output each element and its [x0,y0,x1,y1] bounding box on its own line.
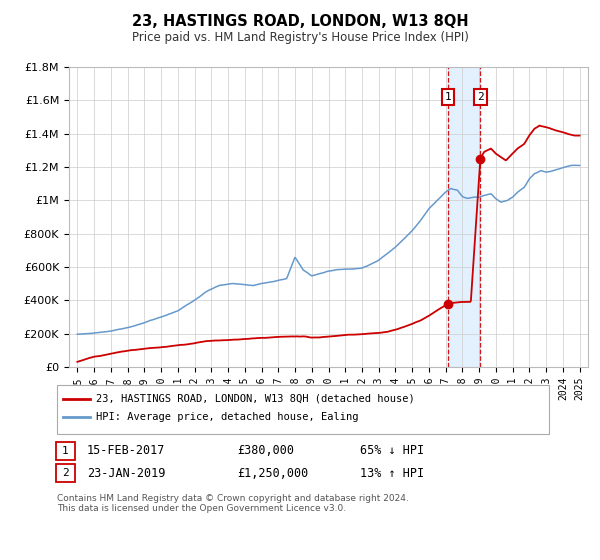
Text: 23, HASTINGS ROAD, LONDON, W13 8QH: 23, HASTINGS ROAD, LONDON, W13 8QH [131,14,469,29]
Text: 2: 2 [62,468,69,478]
Text: Price paid vs. HM Land Registry's House Price Index (HPI): Price paid vs. HM Land Registry's House … [131,31,469,44]
Text: 1: 1 [62,446,69,456]
Text: Contains HM Land Registry data © Crown copyright and database right 2024.: Contains HM Land Registry data © Crown c… [57,494,409,503]
Text: 1: 1 [445,92,451,102]
Text: £1,250,000: £1,250,000 [237,466,308,480]
Text: 23-JAN-2019: 23-JAN-2019 [87,466,166,480]
Text: £380,000: £380,000 [237,444,294,458]
Bar [448,67,481,367]
Text: 23, HASTINGS ROAD, LONDON, W13 8QH (detached house): 23, HASTINGS ROAD, LONDON, W13 8QH (deta… [96,394,415,404]
Text: 65% ↓ HPI: 65% ↓ HPI [360,444,424,458]
Text: 13% ↑ HPI: 13% ↑ HPI [360,466,424,480]
Text: 2: 2 [477,92,484,102]
Text: HPI: Average price, detached house, Ealing: HPI: Average price, detached house, Eali… [96,412,359,422]
Text: This data is licensed under the Open Government Licence v3.0.: This data is licensed under the Open Gov… [57,504,346,513]
Text: 15-FEB-2017: 15-FEB-2017 [87,444,166,458]
